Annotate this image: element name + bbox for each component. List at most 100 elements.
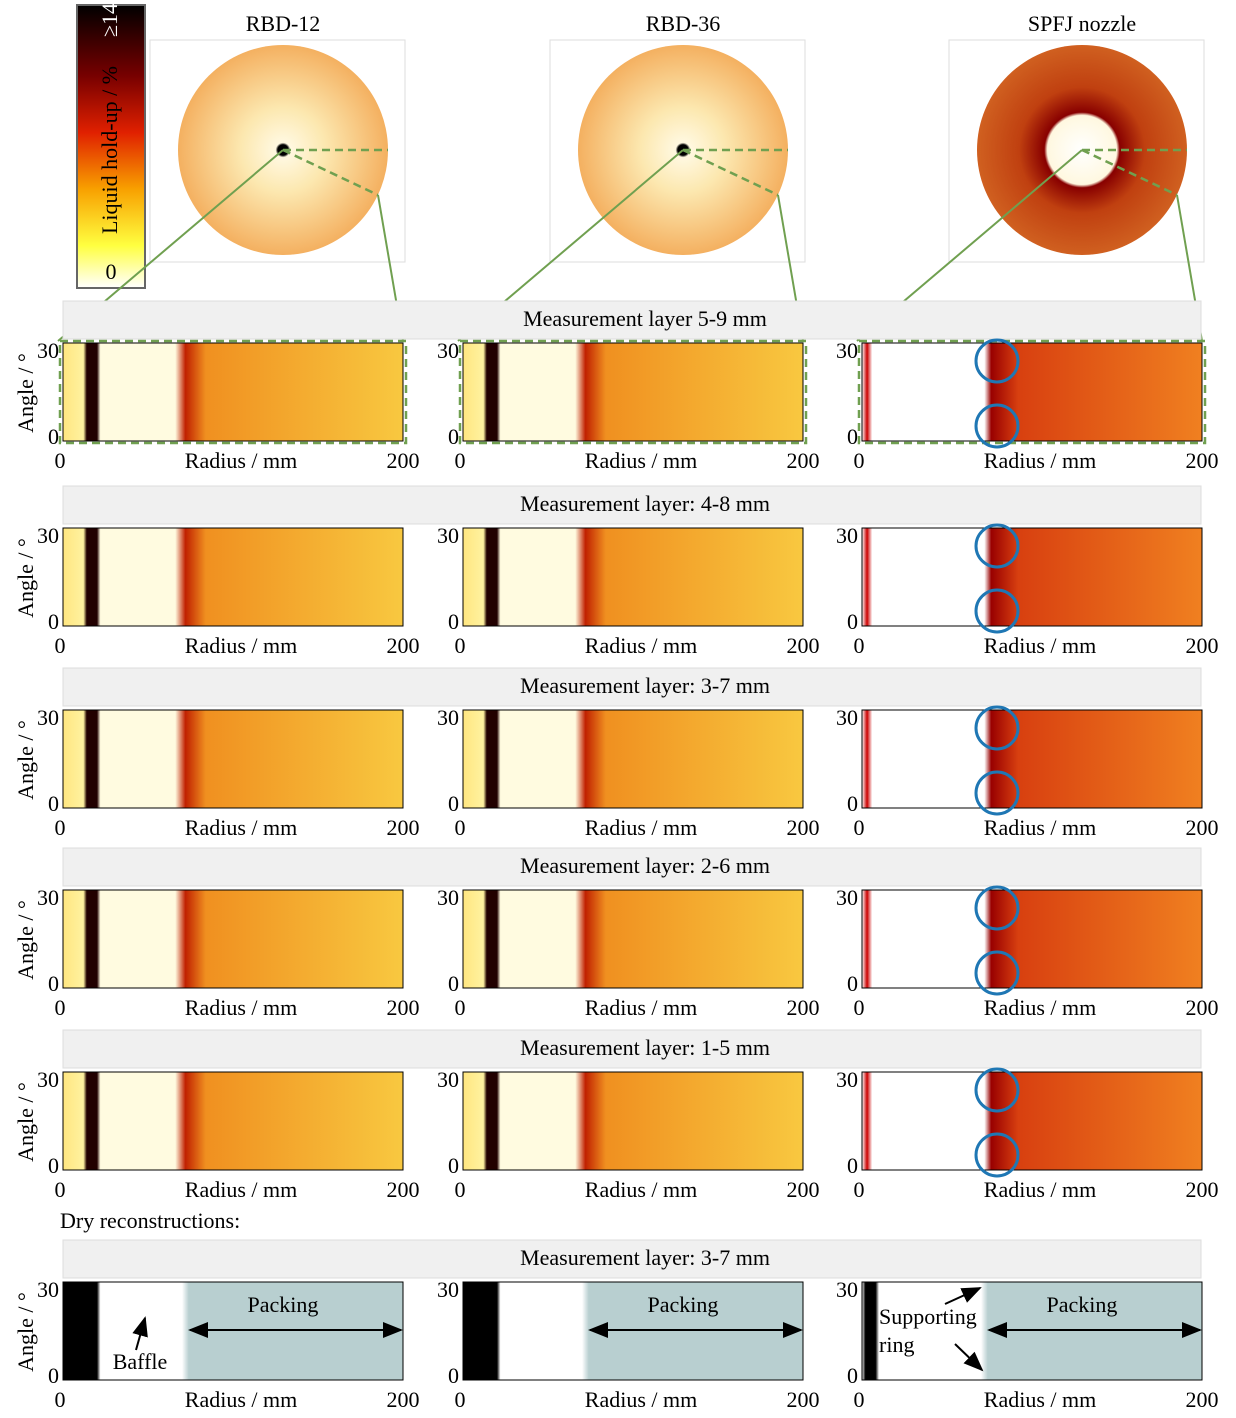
- x-axis-label: Radius / mm: [984, 633, 1096, 658]
- zoom-sector: [682, 148, 788, 197]
- x-axis-label: Radius / mm: [585, 633, 697, 658]
- x-tick-label: 200: [787, 633, 820, 658]
- y-tick-label: 30: [836, 1277, 858, 1302]
- x-tick-label: 200: [387, 448, 420, 473]
- highlight-circle: [974, 1067, 1020, 1113]
- layer-title: Measurement layer: 1-5 mm: [520, 1035, 770, 1060]
- panels: RBD-12 RBD-36 SPFJ nozzle Measurement layer…: [13, 11, 1218, 1412]
- highlight-circle: [974, 705, 1020, 751]
- x-tick-label: 200: [1186, 633, 1219, 658]
- heatmap: [861, 889, 1203, 989]
- highlight-circle: [974, 403, 1020, 449]
- y-tick-label: 0: [448, 791, 459, 816]
- x-tick-label: 0: [854, 815, 865, 840]
- x-axis-label: Radius / mm: [185, 448, 297, 473]
- heatmap: [62, 1071, 404, 1171]
- x-tick-label: 200: [1186, 448, 1219, 473]
- y-tick-label: 0: [448, 609, 459, 634]
- x-axis-label: Radius / mm: [585, 1177, 697, 1202]
- x-axis-label: Radius / mm: [585, 815, 697, 840]
- y-tick-label: 0: [448, 1153, 459, 1178]
- y-tick-label: 0: [847, 1153, 858, 1178]
- y-tick-label: 30: [836, 523, 858, 548]
- x-tick-label: 0: [55, 995, 66, 1020]
- y-tick-label: 30: [437, 1277, 459, 1302]
- y-tick-label: 0: [48, 971, 59, 996]
- annotation: Packing: [248, 1292, 319, 1317]
- x-tick-label: 0: [455, 815, 466, 840]
- heatmap: [62, 889, 404, 989]
- heatmap: [462, 709, 804, 809]
- annotation: Supporting: [879, 1304, 977, 1329]
- heatmap: [462, 889, 804, 989]
- y-tick-label: 0: [48, 791, 59, 816]
- x-axis-label: Radius / mm: [185, 1387, 297, 1412]
- y-tick-label: 30: [37, 705, 59, 730]
- y-tick-label: 0: [48, 1363, 59, 1388]
- x-tick-label: 200: [787, 1387, 820, 1412]
- heatmap: [462, 342, 804, 442]
- x-tick-label: 0: [854, 633, 865, 658]
- y-tick-label: 30: [37, 523, 59, 548]
- arrow: [944, 1287, 982, 1305]
- x-tick-label: 200: [787, 815, 820, 840]
- highlight-circle: [974, 1132, 1020, 1178]
- y-axis-label: Angle / °: [13, 720, 38, 800]
- heatmap: [861, 709, 1203, 809]
- x-axis-label: Radius / mm: [185, 633, 297, 658]
- annotation: ring: [879, 1332, 914, 1357]
- x-tick-label: 0: [455, 633, 466, 658]
- zoom-sector: [1081, 148, 1187, 197]
- x-tick-label: 200: [1186, 815, 1219, 840]
- highlight-circle: [974, 950, 1020, 996]
- arrow: [132, 1316, 148, 1351]
- x-axis-label: Radius / mm: [185, 1177, 297, 1202]
- x-tick-label: 0: [854, 995, 865, 1020]
- x-tick-label: 0: [854, 448, 865, 473]
- y-tick-label: 0: [847, 424, 858, 449]
- x-axis-label: Radius / mm: [984, 448, 1096, 473]
- x-tick-label: 200: [387, 815, 420, 840]
- highlight-circle: [974, 770, 1020, 816]
- x-axis-label: Radius / mm: [585, 448, 697, 473]
- layer-title: Measurement layer: 3-7 mm: [520, 1245, 770, 1270]
- disk-frame: [149, 39, 406, 263]
- colorbar-max: ≥14: [97, 3, 122, 37]
- x-tick-label: 0: [854, 1177, 865, 1202]
- heatmap: [462, 527, 804, 627]
- y-tick-label: 0: [847, 1363, 858, 1388]
- x-tick-label: 200: [1186, 1177, 1219, 1202]
- x-tick-label: 0: [55, 1387, 66, 1412]
- highlight-circle: [974, 588, 1020, 634]
- annotation: Baffle: [113, 1349, 168, 1374]
- layer-title-bar: [62, 667, 1202, 707]
- y-axis-label: Angle / °: [13, 538, 38, 618]
- x-tick-label: 0: [455, 1177, 466, 1202]
- x-tick-label: 200: [787, 448, 820, 473]
- x-tick-label: 200: [387, 1177, 420, 1202]
- dry-heading: Dry reconstructions:: [60, 1208, 240, 1233]
- heatmap: [861, 1071, 1203, 1171]
- highlight-circle: [974, 523, 1020, 569]
- zoom-box: [458, 339, 808, 445]
- y-tick-label: 0: [48, 424, 59, 449]
- x-tick-label: 200: [1186, 995, 1219, 1020]
- colorbar-label: Liquid hold-up / %: [97, 66, 122, 234]
- column-title: SPFJ nozzle: [1028, 11, 1136, 36]
- x-axis-label: Radius / mm: [185, 995, 297, 1020]
- heatmap: [62, 709, 404, 809]
- layer-title: Measurement layer 5-9 mm: [523, 306, 767, 331]
- layer-title-bar: [62, 1239, 1202, 1279]
- x-tick-label: 0: [55, 633, 66, 658]
- y-axis-label: Angle / °: [13, 1292, 38, 1372]
- annotation: Packing: [648, 1292, 719, 1317]
- y-tick-label: 30: [437, 705, 459, 730]
- column-title: RBD-12: [246, 11, 321, 36]
- x-axis-label: Radius / mm: [585, 995, 697, 1020]
- y-tick-label: 30: [437, 885, 459, 910]
- highlight-circle: [974, 338, 1020, 384]
- y-tick-label: 30: [836, 885, 858, 910]
- colorbar-min: 0: [106, 259, 117, 284]
- y-tick-label: 30: [836, 705, 858, 730]
